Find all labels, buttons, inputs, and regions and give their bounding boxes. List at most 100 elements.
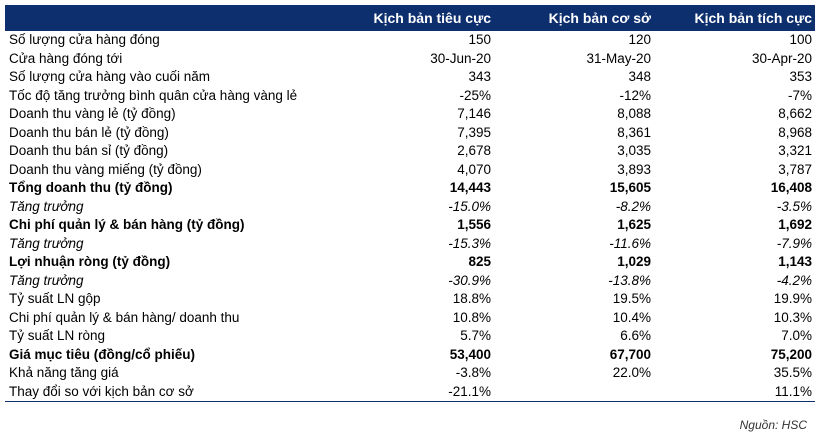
table-row: Cửa hàng đóng tới 30-Jun-20 31-May-20 30-Ap… [5,50,815,69]
row-label: Tổng doanh thu (tỷ đồng) [9,180,173,196]
cell-positive-scenario: 75,200 [770,346,812,362]
source-note: Nguồn: HSC [739,418,807,432]
cell-base-scenario: 19.5% [612,291,651,307]
cell-negative-scenario: 343 [468,69,491,85]
table-row: Tăng trưởng -30.9% -13.8% -4.2% [5,272,815,291]
cell-negative-scenario: 7,395 [457,124,491,140]
table-row: Chi phí quản lý & bán hàng (tỷ đồng) 1,55… [5,216,815,235]
cell-positive-scenario: -7.9% [776,235,812,251]
cell-negative-scenario: 18.8% [452,291,491,307]
table-header: Kịch bản tiêu cực Kịch bản cơ sở Kịch bả… [5,5,815,31]
row-label: Khả năng tăng giá [9,365,119,381]
cell-positive-scenario: 8,662 [778,106,812,122]
cell-base-scenario: 22.0% [612,365,651,381]
cell-negative-scenario: -25% [459,87,491,103]
table-row: Số lượng cửa hàng đóng 150 120 100 [5,31,815,50]
cell-positive-scenario: 8,968 [778,124,812,140]
table-row: Tốc độ tăng trưởng bình quân cửa hàng và… [5,87,815,106]
cell-negative-scenario: 14,443 [449,180,491,196]
cell-positive-scenario: 16,408 [770,180,812,196]
cell-positive-scenario: -7% [787,87,812,103]
cell-negative-scenario: -15.0% [448,198,491,214]
header-negative-scenario: Kịch bản tiêu cực [357,5,494,31]
table-row: Chi phí quản lý & bán hàng/ doanh thu 10.… [5,309,815,328]
cell-negative-scenario: 4,070 [457,161,491,177]
cell-positive-scenario: 3,787 [778,161,812,177]
row-label: Tăng trưởng [9,272,84,288]
cell-base-scenario: 10.4% [612,309,651,325]
cell-negative-scenario: 825 [468,254,491,270]
row-label: Số lượng cửa hàng vào cuối năm [9,69,211,85]
table-row: Doanh thu bán sỉ (tỷ đồng) 2,678 3,035 3,32… [5,142,815,161]
cell-negative-scenario: -3.8% [455,365,491,381]
cell-positive-scenario: 10.3% [773,309,812,325]
table-row: Tăng trưởng -15.3% -11.6% -7.9% [5,235,815,254]
cell-base-scenario: 1,625 [617,217,651,233]
cell-negative-scenario: 30-Jun-20 [430,50,491,66]
cell-positive-scenario: 1,692 [778,217,812,233]
cell-negative-scenario: 1,556 [457,217,491,233]
table-row: Giá mục tiêu (đồng/cổ phiếu) 53,400 67,700… [5,346,815,365]
cell-base-scenario: -11.6% [609,235,651,251]
cell-negative-scenario: 5.7% [460,328,491,344]
table-row: Khả năng tăng giá -3.8% 22.0% 35.5% [5,364,815,383]
row-label: Thay đổi so với kịch bản cơ sở [5,382,357,402]
cell-base-scenario: 8,361 [617,124,651,140]
cell-positive-scenario: 7.0% [781,328,812,344]
cell-positive-scenario: 35.5% [773,365,812,381]
cell-positive-scenario: -4.2% [776,272,812,288]
cell-positive-scenario: 11.1% [654,382,815,402]
row-label: Doanh thu bán lẻ (tỷ đồng) [9,124,169,140]
cell-negative-scenario: -21.1% [357,382,494,402]
row-label: Tỷ suất LN ròng [9,328,106,344]
cell-base-scenario: 3,893 [617,161,651,177]
table-row: Tỷ suất LN gộp 18.8% 19.5% 19.9% [5,290,815,309]
cell-negative-scenario: 7,146 [457,106,491,122]
row-label: Cửa hàng đóng tới [9,50,123,66]
cell-base-scenario: 67,700 [609,346,651,362]
row-label: Doanh thu vàng miếng (tỷ đồng) [9,161,202,177]
cell-positive-scenario: 353 [789,69,812,85]
row-label: Giá mục tiêu (đồng/cổ phiếu) [9,346,196,362]
header-label [5,5,357,31]
table-row: Doanh thu vàng miếng (tỷ đồng) 4,070 3,893… [5,161,815,180]
cell-negative-scenario: -30.9% [448,272,491,288]
table-row: Doanh thu bán lẻ (tỷ đồng) 7,395 8,361 8,96… [5,124,815,143]
cell-base-scenario: 31-May-20 [586,50,651,66]
cell-base-scenario: 6.6% [620,328,651,344]
cell-base-scenario [494,382,654,402]
cell-base-scenario: -12% [619,87,651,103]
scenario-table: Kịch bản tiêu cực Kịch bản cơ sở Kịch bả… [5,5,815,402]
cell-base-scenario: 1,029 [617,254,651,270]
cell-base-scenario: -8.2% [615,198,651,214]
cell-base-scenario: 15,605 [609,180,651,196]
cell-positive-scenario: 19.9% [773,291,812,307]
cell-base-scenario: -13.8% [608,272,651,288]
cell-base-scenario: 348 [628,69,651,85]
header-base-scenario: Kịch bản cơ sở [494,5,654,31]
table-row: Tổng doanh thu (tỷ đồng) 14,443 15,605 16,4… [5,179,815,198]
table-row: Thay đổi so với kịch bản cơ sở -21.1% 11.1… [5,382,815,402]
cell-positive-scenario: -3.5% [776,198,812,214]
table-body: Số lượng cửa hàng đóng 150 120 100 Cửa hàng … [5,31,815,402]
row-label: Chi phí quản lý & bán hàng (tỷ đồng) [9,217,245,233]
row-label: Lợi nhuận ròng (tỷ đồng) [9,254,171,270]
row-label: Tốc độ tăng trưởng bình quân cửa hàng và… [9,87,298,103]
cell-positive-scenario: 1,143 [778,254,812,270]
row-label: Doanh thu bán sỉ (tỷ đồng) [9,143,169,159]
table-row: Tăng trưởng -15.0% -8.2% -3.5% [5,198,815,217]
row-label: Tăng trưởng [9,198,84,214]
table-row: Số lượng cửa hàng vào cuối năm 343 348 353 [5,68,815,87]
cell-negative-scenario: 53,400 [449,346,491,362]
cell-base-scenario: 120 [628,32,651,48]
cell-positive-scenario: 100 [789,32,812,48]
row-label: Tăng trưởng [9,235,84,251]
header-row: Kịch bản tiêu cực Kịch bản cơ sở Kịch bả… [5,5,815,31]
cell-negative-scenario: 150 [468,32,491,48]
row-label: Doanh thu vàng lẻ (tỷ đồng) [9,106,176,122]
cell-negative-scenario: 2,678 [457,143,491,159]
cell-base-scenario: 8,088 [617,106,651,122]
table-row: Lợi nhuận ròng (tỷ đồng) 825 1,029 1,143 [5,253,815,272]
table-row: Tỷ suất LN ròng 5.7% 6.6% 7.0% [5,327,815,346]
